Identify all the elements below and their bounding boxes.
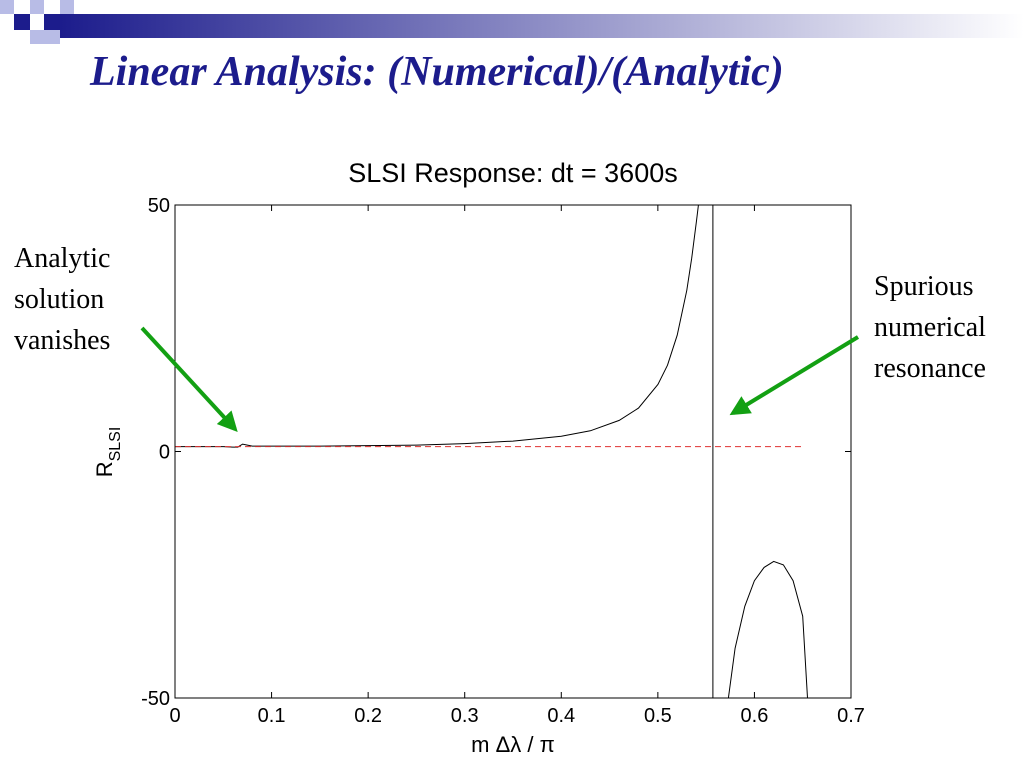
deco-square [14, 14, 30, 30]
deco-square [44, 30, 60, 44]
deco-square [0, 0, 14, 14]
x-tick-label: 0.4 [547, 705, 575, 727]
x-tick-label: 0.6 [741, 705, 769, 727]
deco-square [30, 0, 44, 14]
slide-title: Linear Analysis: (Numerical)/(Analytic) [90, 49, 784, 95]
y-axis-label-subscript: SLSI [107, 427, 124, 462]
y-axis-label-main: R [92, 461, 117, 477]
y-axis-label: RSLSI [92, 427, 124, 478]
x-tick-label: 0.2 [354, 705, 382, 727]
callout-analytic: Analytic solution vanishes [14, 243, 111, 356]
y-tick-label: 0 [159, 442, 170, 464]
x-tick-label: 0 [169, 705, 180, 727]
header-gradient-band [60, 14, 1024, 38]
callout-spurious: Spurious numerical resonance [874, 271, 986, 384]
x-tick-label: 0.1 [258, 705, 286, 727]
deco-square [44, 14, 60, 30]
x-tick-label: 0.3 [451, 705, 479, 727]
y-tick-label: 50 [148, 195, 170, 217]
decoration-squares [0, 0, 1024, 44]
x-axis-label: m Δλ / π [471, 732, 555, 757]
response-series-1 [175, 205, 699, 448]
x-tick-label: 0.7 [837, 705, 865, 727]
deco-square [60, 0, 74, 14]
chart-title: SLSI Response: dt = 3600s [348, 158, 677, 188]
response-series-3 [727, 560, 808, 698]
green-arrow-left [140, 326, 238, 432]
green-arrow-right [729, 335, 860, 416]
plot-frame [174, 204, 852, 699]
x-tick-label: 0.5 [644, 705, 672, 727]
deco-square [30, 30, 44, 44]
y-tick-label: -50 [141, 688, 170, 710]
